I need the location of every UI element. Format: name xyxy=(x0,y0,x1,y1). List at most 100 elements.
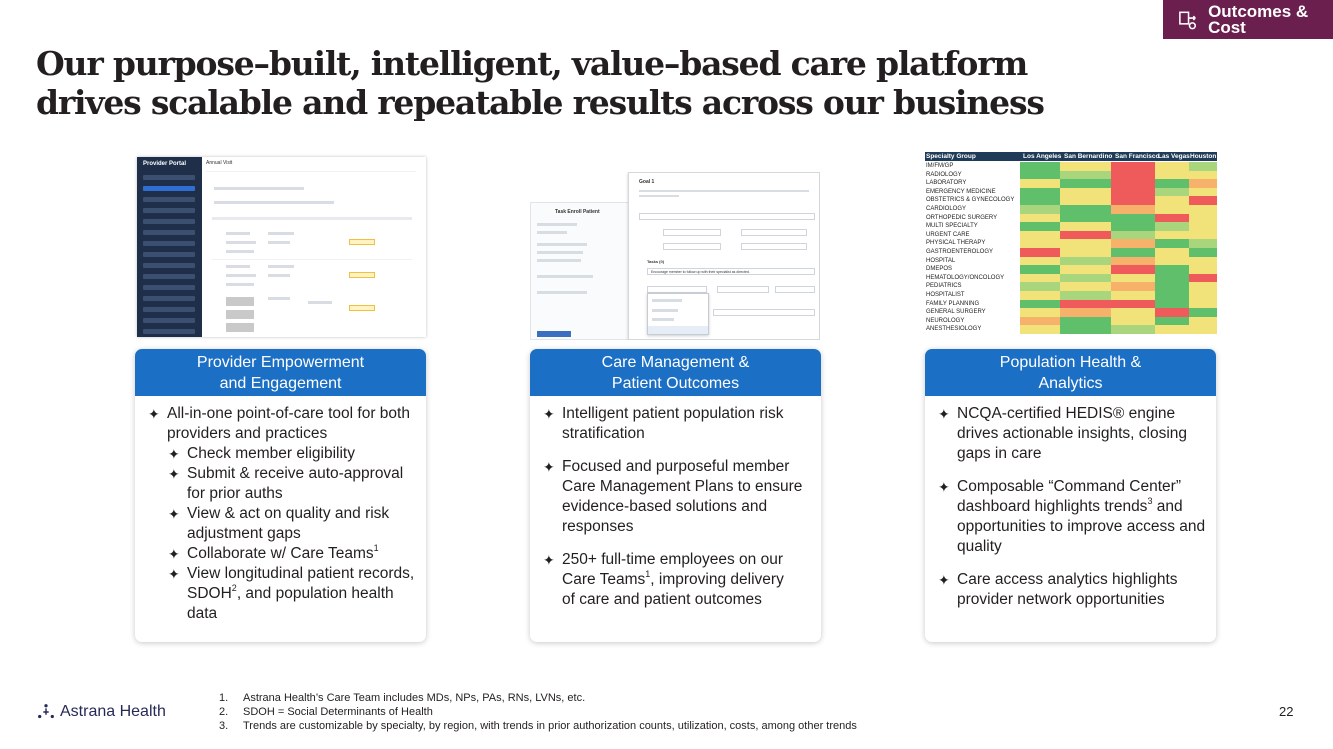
heatmap-cell xyxy=(1060,230,1111,240)
heatmap-cell xyxy=(1020,170,1060,180)
heatmap-cell xyxy=(1189,291,1217,300)
heatmap-cell xyxy=(1111,273,1155,283)
task-enroll-title: Task Enroll Patient xyxy=(555,209,600,215)
heatmap-cell xyxy=(1189,213,1217,223)
heatmap-cell xyxy=(1155,205,1189,214)
footnote: 3. Trends are customizable by specialty, … xyxy=(219,720,857,732)
heatmap-cell xyxy=(1111,316,1155,326)
heatmap-cell xyxy=(1189,248,1217,257)
care-management-screenshot: Task Enroll Patient Goal 1 Tasks (0) Enc… xyxy=(530,172,820,340)
heatmap-cell xyxy=(1020,196,1060,205)
heatmap-cell xyxy=(1020,282,1060,291)
heatmap-cell xyxy=(1060,256,1111,266)
heatmap-cell xyxy=(1155,196,1189,205)
heatmap-cell xyxy=(1060,162,1111,171)
heatmap-cell xyxy=(1060,248,1111,257)
heatmap-cell xyxy=(1020,256,1060,266)
heatmap-row-label: GENERAL SURGERY xyxy=(926,309,986,316)
heatmap-cell xyxy=(1020,239,1060,248)
portal-sidebar: Provider Portal xyxy=(137,157,202,337)
heatmap-cell xyxy=(1189,222,1217,231)
heatmap-cell xyxy=(1020,273,1060,283)
heatmap-cell xyxy=(1020,205,1060,214)
heatmap-cell xyxy=(1060,325,1111,334)
heatmap-cell xyxy=(1060,196,1111,205)
heatmap-cell xyxy=(1111,248,1155,257)
heatmap-cell xyxy=(1155,256,1189,266)
heatmap-row-label: PHYSICAL THERAPY xyxy=(926,240,986,247)
heatmap-cell xyxy=(1189,273,1217,283)
card-title: Population Health & Analytics xyxy=(925,349,1216,396)
page-number: 22 xyxy=(1279,704,1294,719)
goal-title: Goal 1 xyxy=(639,179,655,185)
provider-empowerment-card: Provider Empowerment and Engagement All-… xyxy=(135,349,426,642)
heatmap-row-label: DMEPOS xyxy=(926,266,953,273)
heatmap-cell xyxy=(1020,316,1060,326)
care-management-card: Care Management & Patient Outcomes Intel… xyxy=(530,349,821,642)
heatmap-cell xyxy=(1155,325,1189,334)
heatmap-cell xyxy=(1189,265,1217,274)
heatmap-cell xyxy=(1155,179,1189,188)
astrana-logo-icon xyxy=(38,704,54,719)
heatmap-row-label: MULTI SPECIALTY xyxy=(926,223,978,230)
heatmap-cell xyxy=(1020,291,1060,300)
heatmap-header-label: Specialty Group xyxy=(926,153,976,160)
card-title: Care Management & Patient Outcomes xyxy=(530,349,821,396)
badge-label: Outcomes & Cost xyxy=(1208,1,1309,37)
heatmap-cell xyxy=(1020,230,1060,240)
heatmap-row-label: CARDIOLOGY xyxy=(926,206,967,212)
heatmap-header: Specialty Group Los Angeles San Bernardi… xyxy=(925,152,1217,161)
section-badge: Outcomes & Cost xyxy=(1163,0,1333,39)
heatmap-cell xyxy=(1189,299,1217,309)
heatmap-cell xyxy=(1189,205,1217,214)
heatmap-cell xyxy=(1060,308,1111,317)
heatmap-cell xyxy=(1155,316,1189,326)
card-bullet: NCQA-certified HEDIS® engine drives acti… xyxy=(938,404,1206,464)
heatmap-cell xyxy=(1020,213,1060,223)
heatmap-cell xyxy=(1189,187,1217,197)
heatmap-cell xyxy=(1020,325,1060,334)
heatmap-cell xyxy=(1189,256,1217,266)
heatmap-row-label: FAMILY PLANNING xyxy=(926,300,980,307)
heatmap-cell xyxy=(1155,273,1189,283)
heatmap-cell xyxy=(1060,291,1111,300)
heatmap-row-label: OBSTETRICS & GYNECOLOGY xyxy=(926,197,1015,204)
tasks-title: Tasks (0) xyxy=(647,259,665,264)
heatmap-cell xyxy=(1189,162,1217,171)
card-bullet: Care access analytics highlights provide… xyxy=(938,570,1206,610)
heatmap-row-label: HOSPITAL xyxy=(926,257,956,264)
provider-portal-screenshot: Provider Portal Annual Visit xyxy=(137,157,426,337)
heatmap-cell xyxy=(1111,239,1155,248)
heatmap-cell xyxy=(1020,162,1060,171)
logo-text: Astrana Health xyxy=(60,703,166,720)
heatmap-cell xyxy=(1060,187,1111,197)
heatmap-cell xyxy=(1060,265,1111,274)
heatmap-cell xyxy=(1060,179,1111,188)
card-sub-bullet: View & act on quality and risk adjustmen… xyxy=(168,504,416,544)
task-text: Encourage member to follow up with their… xyxy=(651,270,750,274)
outcome-icon xyxy=(1179,11,1197,29)
heatmap-cell xyxy=(1155,265,1189,274)
heatmap-cell xyxy=(1020,308,1060,317)
heatmap-cell xyxy=(1189,316,1217,326)
heatmap-cell xyxy=(1155,162,1189,171)
card-bullet: Intelligent patient population risk stra… xyxy=(543,404,811,444)
heatmap-cell xyxy=(1155,239,1189,248)
footnote: 1. Astrana Health’s Care Team includes MD… xyxy=(219,692,586,704)
company-logo: Astrana Health xyxy=(37,703,166,721)
heatmap-cell xyxy=(1111,222,1155,231)
heatmap-row-label: HEMATOLOGY/ONCOLOGY xyxy=(926,274,1005,281)
heatmap-row-label: PEDIATRICS xyxy=(926,283,962,290)
heatmap-col-3: Las Vegas xyxy=(1158,153,1190,160)
heatmap-cell xyxy=(1155,248,1189,257)
heatmap-cell xyxy=(1111,291,1155,300)
heatmap-cell xyxy=(1155,308,1189,317)
card-bullet: Composable “Command Center” dashboard hi… xyxy=(938,477,1206,557)
heatmap-cell xyxy=(1060,239,1111,248)
heatmap-cell xyxy=(1020,187,1060,197)
heatmap-cell xyxy=(1111,179,1155,188)
heatmap-cell xyxy=(1060,213,1111,223)
heatmap-cell xyxy=(1111,299,1155,309)
heatmap-cell xyxy=(1060,170,1111,180)
heatmap-cell xyxy=(1020,222,1060,231)
